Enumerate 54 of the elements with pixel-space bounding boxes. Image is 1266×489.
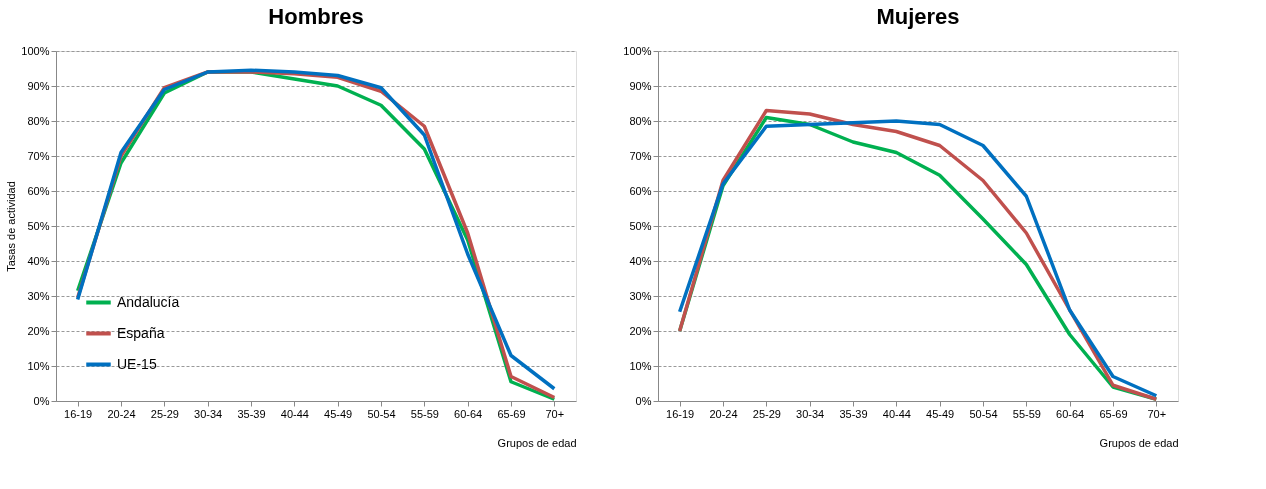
y-tick-label: 60% bbox=[629, 184, 652, 197]
x-tick-label: 35-39 bbox=[237, 407, 266, 420]
y-tick-label: 0% bbox=[635, 394, 652, 407]
y-tick-label: 0% bbox=[33, 394, 50, 407]
chart-title: Hombres bbox=[268, 4, 364, 29]
y-tick-label: 100% bbox=[21, 44, 50, 57]
legend-label: UE-15 bbox=[117, 355, 157, 372]
x-tick-label: 16-19 bbox=[64, 407, 93, 420]
y-tick-label: 90% bbox=[27, 79, 50, 92]
x-axis-title: Grupos de edad bbox=[497, 436, 577, 449]
x-tick-label: 70+ bbox=[1147, 407, 1167, 420]
x-tick-label: 55-59 bbox=[410, 407, 439, 420]
x-tick-label: 20-24 bbox=[107, 407, 136, 420]
y-tick-label: 90% bbox=[629, 79, 652, 92]
y-tick-label: 50% bbox=[629, 219, 652, 232]
x-tick-label: 25-29 bbox=[150, 407, 179, 420]
x-tick-label: 70+ bbox=[545, 407, 565, 420]
y-tick-label: 50% bbox=[27, 219, 50, 232]
y-tick-label: 10% bbox=[27, 359, 50, 372]
x-tick-label: 65-69 bbox=[1099, 407, 1128, 420]
y-tick-label: 70% bbox=[27, 149, 50, 162]
x-tick-label: 20-24 bbox=[709, 407, 738, 420]
x-tick-label: 30-34 bbox=[796, 407, 825, 420]
x-tick-label: 35-39 bbox=[839, 407, 868, 420]
y-tick-label: 30% bbox=[629, 289, 652, 302]
x-tick-label: 45-49 bbox=[324, 407, 353, 420]
y-tick-label: 60% bbox=[27, 184, 50, 197]
y-tick-label: 40% bbox=[27, 254, 50, 267]
y-tick-label: 30% bbox=[27, 289, 50, 302]
x-tick-label: 55-59 bbox=[1012, 407, 1041, 420]
x-tick-label: 65-69 bbox=[497, 407, 526, 420]
x-tick-label: 45-49 bbox=[926, 407, 955, 420]
x-tick-label: 16-19 bbox=[666, 407, 695, 420]
y-tick-label: 20% bbox=[27, 324, 50, 337]
y-tick-label: 10% bbox=[629, 359, 652, 372]
x-tick-label: 40-44 bbox=[882, 407, 911, 420]
chart-title: Mujeres bbox=[876, 4, 960, 29]
y-tick-label: 70% bbox=[629, 149, 652, 162]
y-tick-label: 80% bbox=[629, 114, 652, 127]
x-tick-label: 50-54 bbox=[367, 407, 396, 420]
x-tick-label: 25-29 bbox=[752, 407, 781, 420]
y-tick-label: 40% bbox=[629, 254, 652, 267]
legend-label: Andalucía bbox=[117, 293, 180, 310]
x-axis-title: Grupos de edad bbox=[1099, 436, 1179, 449]
y-tick-label: 20% bbox=[629, 324, 652, 337]
y-axis-title: Tasas de actividad bbox=[5, 181, 18, 272]
legend-label: España bbox=[117, 324, 165, 341]
x-tick-label: 50-54 bbox=[969, 407, 998, 420]
x-tick-label: 60-64 bbox=[454, 407, 483, 420]
x-tick-label: 40-44 bbox=[280, 407, 309, 420]
y-tick-label: 100% bbox=[623, 44, 652, 57]
x-tick-label: 60-64 bbox=[1056, 407, 1085, 420]
y-tick-label: 80% bbox=[27, 114, 50, 127]
x-tick-label: 30-34 bbox=[194, 407, 223, 420]
